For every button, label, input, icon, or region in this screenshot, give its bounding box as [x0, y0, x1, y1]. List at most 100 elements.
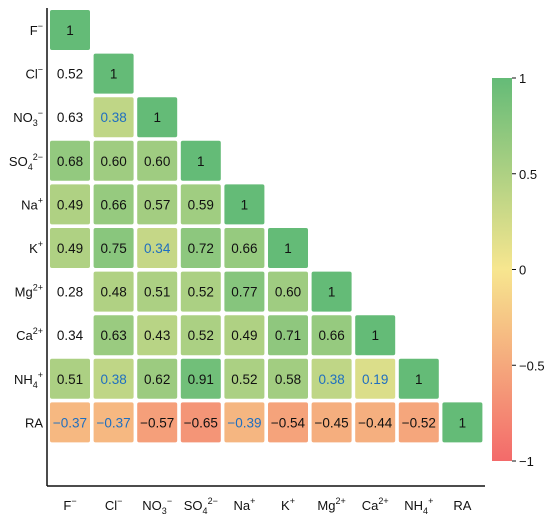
- cell-value: 0.34: [57, 328, 84, 343]
- cell-value: 0.75: [100, 241, 126, 256]
- heatmap-cell: [180, 315, 221, 356]
- y-tick-label: F−: [30, 21, 43, 38]
- heatmap-cell: [180, 228, 221, 268]
- heatmap-cell: [137, 228, 178, 268]
- cell-value: 1: [110, 67, 118, 82]
- heatmap-cell: [93, 402, 134, 443]
- x-tick-label: Cl−: [105, 496, 123, 513]
- cell-value: 0.57: [144, 197, 170, 212]
- cell-value: −0.44: [358, 415, 393, 430]
- heatmap-cell: [93, 228, 134, 268]
- cell-value: 0.49: [57, 241, 83, 256]
- x-tick-label: RA: [453, 498, 471, 513]
- heatmap-cell: [137, 315, 178, 356]
- heatmap-cell: [137, 271, 178, 312]
- cell-value: −0.52: [402, 415, 436, 430]
- heatmap-cell: [355, 315, 396, 356]
- colorbar-tick-label: −1: [519, 454, 534, 469]
- heatmap-cell: [224, 358, 265, 399]
- cell-value: 0.60: [275, 285, 301, 300]
- cell-value: −0.65: [184, 415, 218, 430]
- heatmap-cell: [50, 10, 90, 50]
- cell-value: 1: [284, 241, 292, 256]
- cell-value: 1: [241, 197, 249, 212]
- colorbar-tick-label: 1: [519, 71, 526, 86]
- cell-value: 0.38: [318, 372, 344, 387]
- cell-value: 0.38: [100, 372, 126, 387]
- cell-value: 0.28: [57, 285, 83, 300]
- cell-value: 0.63: [57, 110, 83, 125]
- heatmap-cell: [355, 358, 396, 399]
- cell-value: 0.62: [144, 372, 170, 387]
- heatmap-cell: [93, 358, 134, 399]
- heatmap-cell: [50, 358, 90, 399]
- x-tick-label: K+: [281, 496, 295, 513]
- cell-value: 0.52: [188, 328, 214, 343]
- heatmap-cell: [93, 53, 134, 94]
- cell-value: 0.71: [275, 328, 301, 343]
- heatmap-cell: [268, 271, 308, 312]
- cell-value: −0.37: [53, 415, 87, 430]
- cell-value: 0.52: [188, 285, 214, 300]
- cell-value: 0.60: [144, 154, 170, 169]
- heatmap-cell: [180, 402, 221, 443]
- heatmap-cell: [311, 402, 352, 443]
- cell-value: 0.68: [57, 154, 83, 169]
- heatmap-cell: [50, 140, 90, 181]
- colorbar-gradient: [492, 78, 512, 461]
- heatmap-cell: [93, 315, 134, 356]
- y-tick-label: Na+: [21, 195, 43, 212]
- heatmap-cell: [93, 184, 134, 225]
- x-axis-labels: F− Cl− NO3− SO42− Na+ K+ Mg2+ Ca2+ NH4+ RA: [63, 496, 471, 516]
- y-tick-label: NO3−: [13, 108, 43, 128]
- cell-value: −0.57: [140, 415, 174, 430]
- cell-value: −0.54: [271, 415, 306, 430]
- y-tick-label: RA: [25, 415, 43, 430]
- cell-value: 0.48: [100, 285, 126, 300]
- cell-value: 0.77: [231, 285, 257, 300]
- heatmap-cell: [311, 271, 352, 312]
- heatmap-cell: [93, 140, 134, 181]
- heatmap-cell: [180, 271, 221, 312]
- colorbar-ticks: 1 0.5 0 −0.5 −1: [512, 71, 545, 469]
- heatmap-cell: [137, 184, 178, 225]
- heatmap-cell: [137, 358, 178, 399]
- heatmap-cell: [180, 358, 221, 399]
- cell-value: 0.43: [144, 328, 170, 343]
- x-tick-label: Mg2+: [317, 496, 345, 513]
- cell-value: 0.34: [144, 241, 171, 256]
- cell-value: 1: [371, 328, 379, 343]
- x-tick-label: Ca2+: [362, 496, 389, 513]
- y-tick-label: Ca2+: [16, 326, 43, 343]
- heatmap-cell: [442, 402, 483, 443]
- cell-value: 0.49: [57, 197, 83, 212]
- heatmap-cell: [311, 358, 352, 399]
- heatmap-cells: [50, 10, 483, 443]
- heatmap-cell: [93, 271, 134, 312]
- cell-value: 0.58: [275, 372, 301, 387]
- x-tick-label: SO42−: [184, 496, 218, 516]
- heatmap-cell: [50, 184, 90, 225]
- cell-value: −0.37: [97, 415, 131, 430]
- cell-value: −0.39: [227, 415, 261, 430]
- cell-value: 0.51: [144, 285, 170, 300]
- cell-value: 0.52: [231, 372, 257, 387]
- cell-value: 1: [328, 285, 336, 300]
- cell-value: −0.45: [315, 415, 349, 430]
- y-tick-label: Cl−: [25, 65, 43, 82]
- x-tick-label: NH4+: [404, 496, 433, 516]
- y-tick-label: NH4+: [14, 370, 43, 390]
- heatmap-cell: [137, 97, 178, 138]
- heatmap-cell: [268, 402, 308, 443]
- heatmap-cell: [224, 315, 265, 356]
- cell-value: 0.38: [100, 110, 126, 125]
- colorbar-tick-label: 0: [519, 263, 526, 278]
- heatmap-cell: [311, 315, 352, 356]
- cell-value: 0.59: [188, 197, 214, 212]
- cell-value: 0.66: [318, 328, 344, 343]
- heatmap-cell: [137, 402, 178, 443]
- heatmap-cell: [93, 97, 134, 138]
- colorbar: 1 0.5 0 −0.5 −1: [492, 71, 545, 469]
- colorbar-tick-label: 0.5: [519, 167, 537, 182]
